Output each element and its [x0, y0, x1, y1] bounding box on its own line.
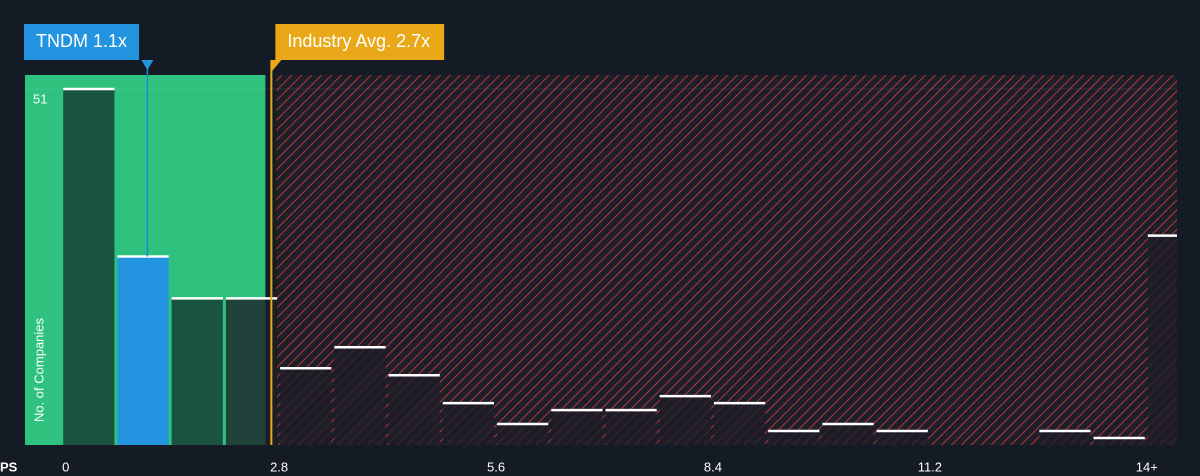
bar [171, 298, 223, 445]
bar [280, 368, 332, 445]
x-tick-label: 0 [62, 459, 69, 474]
bar [1147, 235, 1177, 445]
bar [551, 410, 603, 445]
bar [225, 298, 278, 445]
company-pointer [141, 60, 154, 70]
bar [822, 424, 874, 445]
bar [605, 410, 657, 445]
industry-badge [275, 24, 445, 60]
x-tick-label: 5.6 [487, 459, 505, 474]
bar [768, 431, 820, 445]
bar [713, 403, 766, 445]
bar [63, 89, 115, 445]
bar [1093, 438, 1145, 445]
bar [334, 347, 386, 445]
y-tick-label: 51 [33, 91, 47, 106]
bar [388, 375, 440, 445]
industry-pointer [271, 60, 282, 72]
industry-label: Industry Avg. 2.7x [287, 31, 430, 51]
bar [117, 256, 169, 445]
bars [63, 87, 1177, 445]
company-badge [24, 24, 140, 60]
x-axis-label: PS [0, 459, 18, 474]
x-tick-label: 14+ [1136, 459, 1158, 474]
x-tick-label: 8.4 [704, 459, 722, 474]
annotations: 51 0 2.8 5.6 8.4 11.2 14+ Industry Avg. 2.7x TND… [24, 24, 1158, 474]
x-tick-label: 11.2 [918, 459, 942, 474]
bar [1039, 431, 1091, 445]
x-tick-label: 2.8 [270, 459, 288, 474]
company-label: TNDM 1.1x [36, 31, 127, 51]
bar [876, 431, 928, 445]
bar [442, 403, 495, 445]
bar [659, 396, 711, 445]
y-axis-label: No. of Companies [31, 317, 46, 422]
bar [497, 424, 549, 445]
